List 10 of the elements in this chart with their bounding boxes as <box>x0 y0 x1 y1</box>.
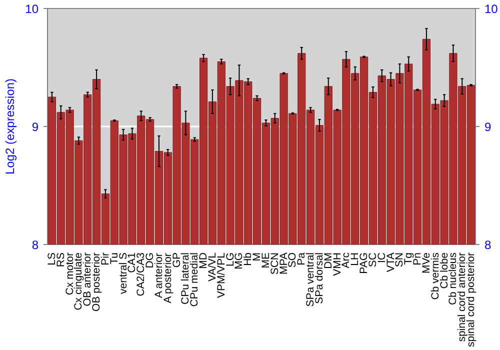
y-tick-label: 10 <box>25 2 39 16</box>
x-tick-label: MVe <box>420 252 432 274</box>
y-axis-title: Log2 (expression) <box>3 78 18 175</box>
x-tick-label: spinal cord posterior <box>465 252 478 348</box>
y-tick-label: 9 <box>32 120 39 134</box>
y2-tick-label: 9 <box>484 120 492 134</box>
y2-tick-label: 10 <box>484 2 498 16</box>
y2-tick-label: 8 <box>484 238 492 252</box>
y-tick-label: 8 <box>32 238 39 252</box>
x-tick-label: Tg <box>402 252 415 265</box>
